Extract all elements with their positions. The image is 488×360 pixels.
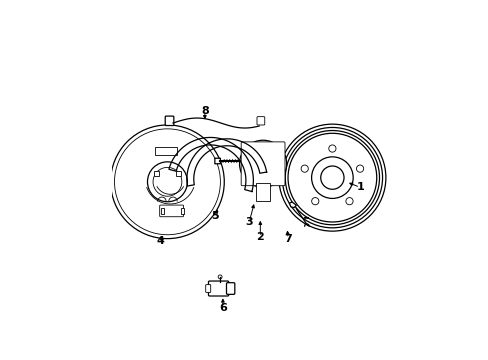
Bar — [155, 147, 177, 156]
Bar — [160, 208, 163, 214]
Circle shape — [345, 198, 352, 205]
Text: 7: 7 — [284, 234, 291, 244]
Text: 6: 6 — [219, 303, 226, 313]
FancyBboxPatch shape — [205, 285, 210, 292]
Circle shape — [218, 275, 222, 279]
FancyBboxPatch shape — [208, 281, 228, 296]
Bar — [176, 171, 181, 176]
FancyBboxPatch shape — [165, 116, 173, 126]
Circle shape — [301, 165, 307, 172]
Text: 5: 5 — [210, 211, 218, 221]
Polygon shape — [289, 202, 296, 208]
FancyBboxPatch shape — [241, 142, 285, 186]
Circle shape — [311, 198, 318, 205]
Bar — [154, 171, 158, 176]
Text: 2: 2 — [256, 232, 264, 242]
Circle shape — [328, 145, 335, 152]
FancyBboxPatch shape — [214, 158, 220, 164]
Text: 4: 4 — [156, 237, 164, 246]
FancyBboxPatch shape — [160, 205, 183, 217]
Text: 8: 8 — [201, 106, 208, 116]
Circle shape — [356, 165, 363, 172]
Text: 1: 1 — [355, 183, 363, 192]
Bar — [256, 183, 269, 201]
Text: 3: 3 — [245, 217, 252, 227]
Circle shape — [239, 140, 286, 187]
FancyBboxPatch shape — [257, 117, 264, 125]
Bar — [181, 208, 183, 214]
FancyBboxPatch shape — [226, 283, 234, 294]
